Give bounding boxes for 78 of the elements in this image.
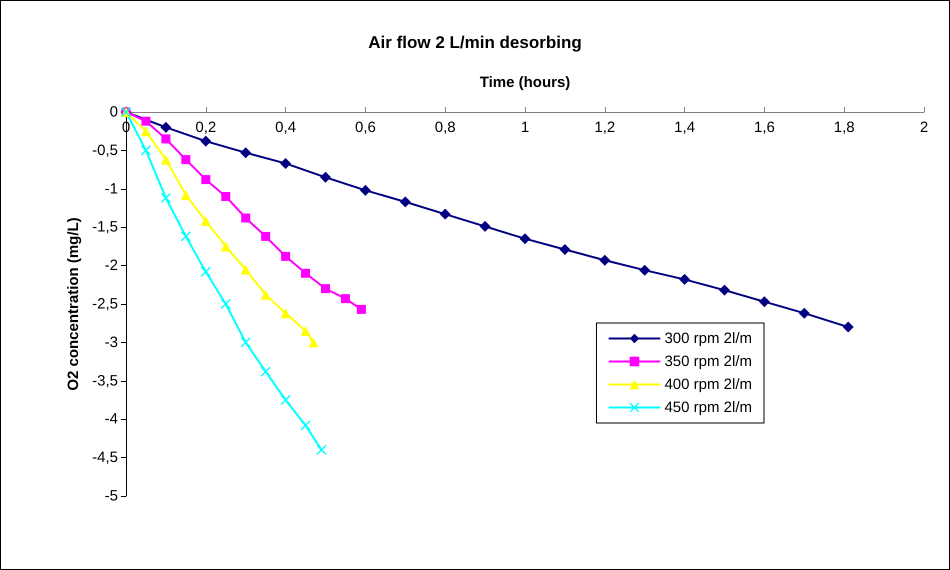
point (280, 158, 292, 169)
y-axis-title: O2 concentration (mg/L) (65, 217, 82, 391)
point (161, 134, 170, 144)
x-tick-label: 0,4 (275, 119, 296, 136)
point (559, 244, 570, 255)
point (280, 395, 291, 405)
point (240, 147, 252, 158)
point (301, 268, 310, 278)
point (240, 337, 251, 348)
point (181, 155, 190, 164)
y-tick-label: 0 (110, 104, 118, 120)
x-tick-label: 0,6 (354, 119, 376, 136)
point (141, 116, 150, 126)
point (360, 184, 371, 196)
point (220, 241, 231, 252)
point (300, 420, 311, 430)
y-tick-label: -4 (104, 410, 118, 428)
point (320, 172, 331, 183)
x-tick-label: 1,4 (674, 119, 696, 136)
y-tick-label: -3 (104, 334, 118, 351)
point (140, 126, 151, 136)
point (240, 264, 251, 274)
point (340, 294, 350, 304)
point (280, 308, 291, 318)
y-tick-label: -3,5 (92, 372, 118, 390)
y-tick-label: -0,5 (92, 142, 118, 159)
point (140, 145, 151, 156)
legend-label: 300 rpm 2l/m (664, 330, 752, 347)
point (200, 136, 212, 147)
point (261, 232, 270, 241)
y-tick-label: -2,5 (92, 296, 118, 312)
point (758, 296, 770, 308)
point (440, 208, 451, 220)
point (221, 192, 230, 201)
point (520, 233, 530, 244)
x-tick-label: 2 (920, 119, 928, 136)
y-tick-label: -5 (104, 488, 118, 504)
point (719, 284, 730, 296)
point (400, 196, 411, 208)
point (842, 322, 854, 333)
x-tick-label: 1 (520, 119, 530, 136)
point (200, 216, 211, 226)
x-tick-label: 1,2 (594, 119, 616, 136)
legend-label: 350 rpm 2l/m (664, 353, 752, 370)
point (180, 231, 191, 242)
point (220, 299, 231, 309)
legend-label: 400 rpm 2l/m (664, 376, 752, 393)
y-tick-label: -2 (104, 257, 118, 274)
point (160, 193, 171, 204)
point (321, 284, 330, 294)
x-tick-label: 0,2 (195, 119, 216, 136)
point (200, 266, 211, 277)
y-tick-label: -1,5 (92, 218, 118, 236)
y-tick-label: -4,5 (92, 449, 118, 466)
point (679, 274, 690, 285)
point (241, 213, 250, 222)
legend-label: 450 rpm 2l/m (664, 399, 752, 416)
point (260, 366, 271, 377)
x-axis-title: Time (hours) (480, 74, 570, 91)
point (480, 220, 491, 232)
point (180, 190, 191, 200)
point (308, 337, 319, 348)
point (798, 308, 810, 319)
point (160, 154, 171, 165)
x-tick-label: 1,6 (754, 119, 775, 136)
x-tick-label: 0,8 (434, 119, 456, 136)
point (316, 444, 327, 455)
point (201, 175, 210, 184)
point (281, 252, 290, 261)
point (260, 290, 271, 300)
point (599, 254, 610, 266)
point (300, 326, 311, 336)
point (356, 304, 366, 314)
chart-title: Air flow 2 L/min desorbing (368, 33, 582, 52)
point (639, 264, 650, 276)
y-tick-label: -1 (104, 180, 118, 198)
x-tick-label: 1,8 (834, 119, 855, 136)
point (160, 122, 172, 133)
